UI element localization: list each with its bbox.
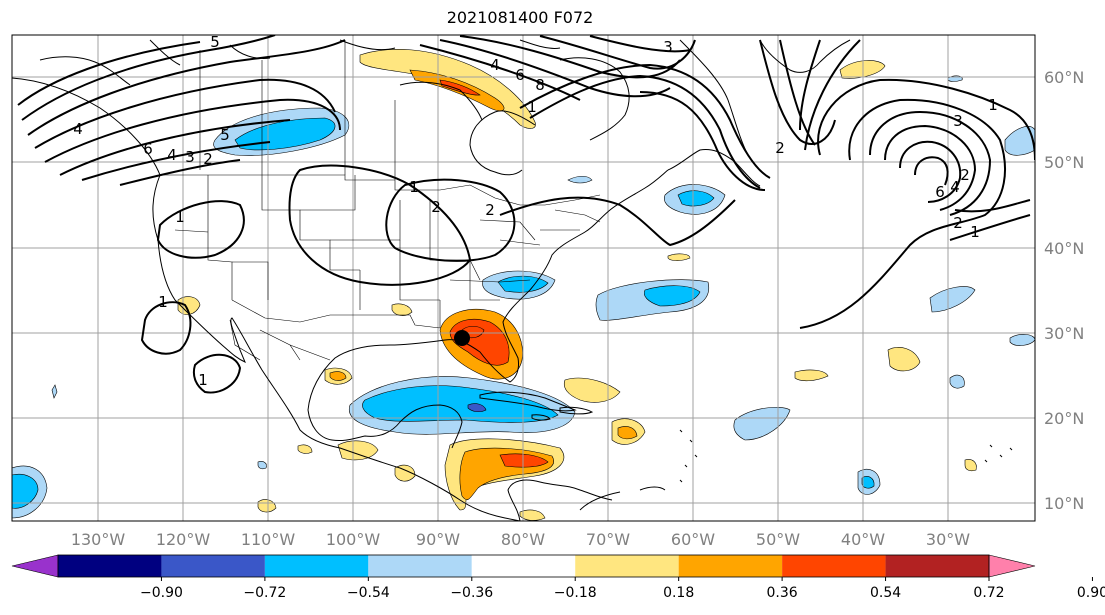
contour-label: 6 bbox=[935, 183, 945, 201]
lon-label: 80°W bbox=[501, 530, 545, 549]
contour-label: 5 bbox=[210, 33, 220, 51]
colorbar-tick-label: 0.90 bbox=[1077, 585, 1105, 601]
colorbar-tick-label: 0.72 bbox=[973, 585, 1004, 601]
contour-label: 2 bbox=[775, 139, 785, 157]
contour-label: 4 bbox=[490, 56, 500, 74]
contour-label: 4 bbox=[950, 178, 960, 196]
colorbar-extend-low bbox=[11, 554, 59, 578]
contour-label: 1 bbox=[198, 371, 208, 389]
contour-label: 6 bbox=[515, 66, 525, 84]
contour-label: 3 bbox=[185, 148, 195, 166]
colorbar-tick-label: −0.36 bbox=[450, 585, 493, 601]
colorbar-tick-label: 0.36 bbox=[767, 585, 798, 601]
contour-label: 1 bbox=[158, 293, 168, 311]
colorbar-tick-label: −0.18 bbox=[554, 585, 597, 601]
lon-label: 50°W bbox=[756, 530, 800, 549]
colorbar-swatch bbox=[575, 555, 679, 577]
contour-label: 2 bbox=[485, 201, 495, 219]
contour-label: 5 bbox=[220, 126, 230, 144]
colorbar-swatch bbox=[368, 555, 472, 577]
colorbar-tick-label: 0.54 bbox=[870, 585, 901, 601]
colorbar-tick-label: −0.90 bbox=[140, 585, 183, 601]
lon-label: 70°W bbox=[586, 530, 630, 549]
colorbar-swatch bbox=[58, 555, 162, 577]
lat-label: 40°N bbox=[1044, 239, 1084, 258]
lon-label: 60°W bbox=[671, 530, 715, 549]
contour-label: 1 bbox=[970, 223, 980, 241]
contour-label: 3 bbox=[953, 112, 963, 130]
contour-label: 1 bbox=[175, 208, 185, 226]
lon-label: 110°W bbox=[241, 530, 296, 549]
contour-labels: 5 3 4 6 8 1 5 4 6 4 3 2 1 2 2 1 1 1 1 3 … bbox=[73, 33, 998, 389]
lon-label: 30°W bbox=[926, 530, 970, 549]
contour-label: 4 bbox=[73, 120, 83, 138]
contour-label: 3 bbox=[663, 38, 673, 56]
colorbar-swatch bbox=[885, 555, 989, 577]
lat-label: 30°N bbox=[1044, 324, 1084, 343]
contour-label: 1 bbox=[527, 98, 537, 116]
colorbar-swatch bbox=[264, 555, 369, 577]
gulf-coast bbox=[307, 169, 669, 411]
lon-label: 120°W bbox=[156, 530, 211, 549]
colorbar-swatch bbox=[471, 555, 576, 577]
yucatan-coast bbox=[307, 404, 463, 449]
lat-label: 20°N bbox=[1044, 409, 1084, 428]
latitude-labels: 60°N 50°N 40°N 30°N 20°N 10°N bbox=[1044, 68, 1084, 513]
anomaly-shading bbox=[12, 48, 1035, 521]
map-border bbox=[11, 34, 1036, 522]
contour-label: 1 bbox=[409, 178, 419, 196]
colorbar-swatch bbox=[161, 555, 265, 577]
contour-label: 6 bbox=[143, 140, 153, 158]
lat-label: 10°N bbox=[1044, 494, 1084, 513]
colorbar-tick-label: −0.54 bbox=[347, 585, 390, 601]
colorbar-extend-high bbox=[988, 554, 1036, 578]
lat-label: 60°N bbox=[1044, 68, 1084, 87]
colorbar-tick-label: 0.18 bbox=[663, 585, 694, 601]
lon-label: 100°W bbox=[326, 530, 381, 549]
contour-label: 1 bbox=[988, 96, 998, 114]
contour-label: 4 bbox=[167, 146, 177, 164]
cuba-coast bbox=[479, 391, 577, 412]
longitude-labels: 130°W 120°W 110°W 100°W 90°W 80°W 70°W 6… bbox=[71, 530, 970, 549]
colorbar-outline bbox=[57, 554, 990, 578]
storm-center-marker bbox=[454, 330, 470, 346]
contour-label: 2 bbox=[431, 198, 441, 216]
contour-label: 2 bbox=[960, 166, 970, 184]
colorbar-swatch bbox=[782, 555, 886, 577]
contours bbox=[17, 35, 1035, 394]
contour-label: 2 bbox=[203, 150, 213, 168]
lon-label: 40°W bbox=[841, 530, 885, 549]
lat-label: 50°N bbox=[1044, 153, 1084, 172]
contour-label: 8 bbox=[535, 76, 545, 94]
lon-label: 90°W bbox=[416, 530, 460, 549]
coastlines bbox=[12, 39, 1013, 521]
contour-label: 2 bbox=[953, 214, 963, 232]
colorbar-swatch bbox=[678, 555, 783, 577]
lon-label: 130°W bbox=[71, 530, 126, 549]
colorbar: −0.90 −0.72 −0.54 −0.36 −0.18 0.18 0.36 0.54 0.7… bbox=[11, 554, 1105, 601]
map-title: 2021081400 F072 bbox=[446, 8, 594, 27]
colorbar-tick-label: −0.72 bbox=[243, 585, 286, 601]
